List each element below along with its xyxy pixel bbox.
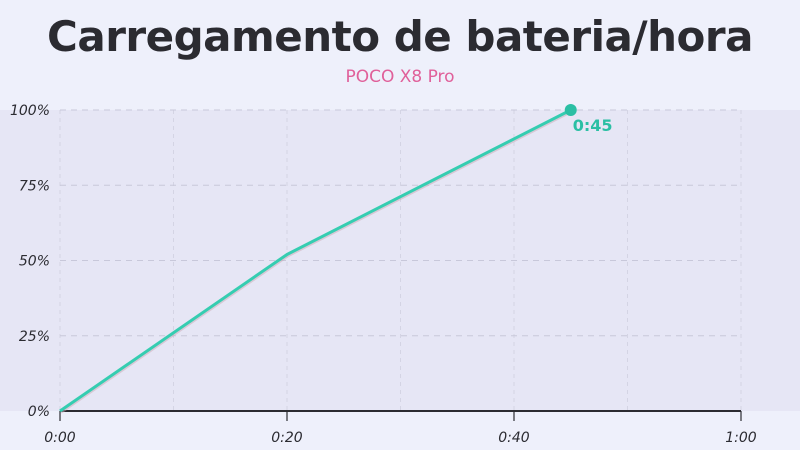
y-tick-label: 0% [28,404,50,420]
end-point-label: 0:45 [573,116,613,135]
y-axis: 0% 25% 50% 75% 100% [10,103,50,420]
x-axis: 0:00 0:20 0:40 1:00 [44,410,757,446]
series-line [59,108,572,413]
end-point-marker [564,104,577,116]
y-tick-label: 75% [19,178,50,194]
data-series: 0:45 [59,104,613,414]
chart-subtitle: POCO X8 Pro [345,67,455,87]
x-tick-label: 0:00 [44,430,76,446]
x-tick-label: 0:40 [498,430,530,446]
y-tick-label: 100% [10,103,50,119]
y-tick-label: 50% [19,254,50,270]
y-tick-label: 25% [19,329,50,345]
chart-title: Carregamento de bateria/hora [47,12,753,61]
x-tick-label: 1:00 [725,430,757,446]
series-shadow [60,110,573,414]
x-tick-label: 0:20 [271,430,303,446]
